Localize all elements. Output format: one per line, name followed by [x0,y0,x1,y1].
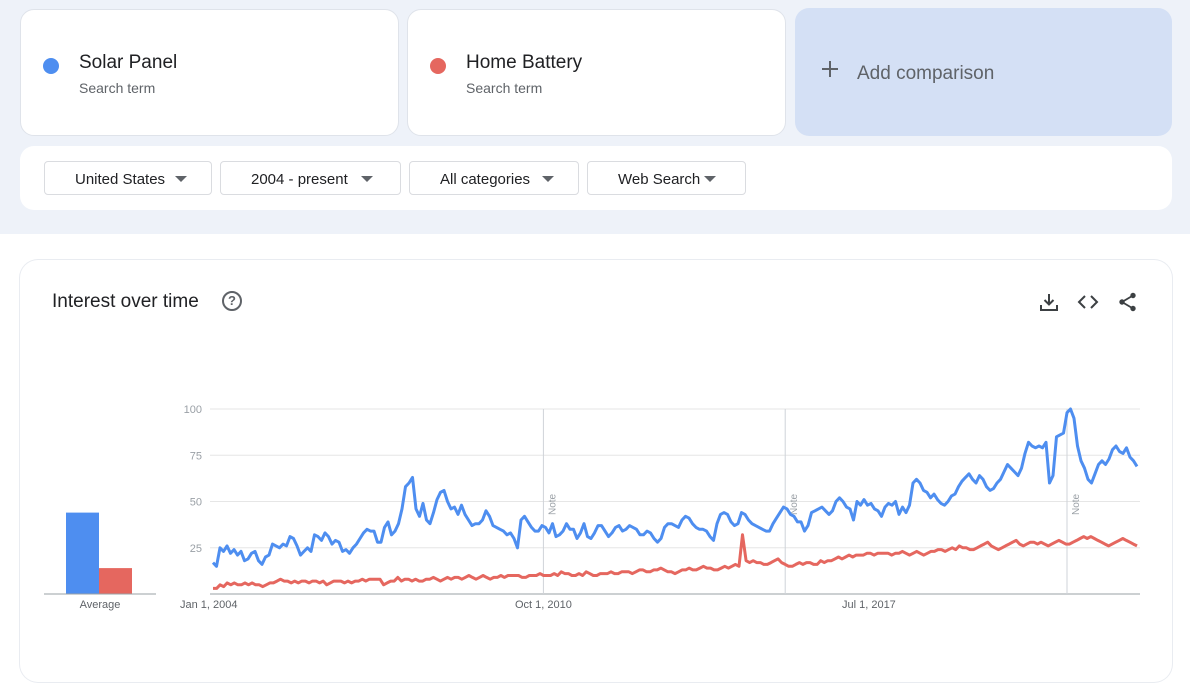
series-color-dot [430,58,446,74]
dropdown-arrow-icon [542,176,554,182]
note-label: Note [547,493,558,515]
help-icon[interactable]: ? [222,291,242,311]
average-bar [66,512,99,594]
time-range-select[interactable]: 2004 - present [220,161,401,195]
chart-lines [211,407,1139,590]
term-subtitle: Search term [79,80,156,96]
y-tick-label: 25 [190,543,202,555]
region-select-value: United States [75,171,166,188]
interest-over-time-panel: Interest over time ? Note Note Note Averag… [20,260,1172,682]
y-tick-label: 100 [184,404,202,416]
interest-chart: Note Note Note Average 25 50 75 100 Jan 1, 200… [44,404,1140,611]
series-line [211,407,1139,568]
embed-icon[interactable] [1077,291,1099,313]
time-range-select-value: 2004 - present [251,171,348,188]
dropdown-arrow-icon [175,176,187,182]
x-tick-label: Jan 1, 2004 [180,599,238,611]
share-icon[interactable] [1117,291,1139,313]
chart-grid [210,408,1140,595]
term-name: Home Battery [466,52,583,73]
x-tick-label: Jul 1, 2017 [842,599,896,611]
search-type-select[interactable]: Web Search [587,161,746,195]
category-select-value: All categories [440,171,531,188]
search-type-select-value: Web Search [618,171,701,188]
category-select[interactable]: All categories [409,161,579,195]
dropdown-arrow-icon [361,176,373,182]
note-label: Note [789,493,800,515]
y-tick-label: 50 [190,497,202,509]
add-comparison-button[interactable]: Add comparison [795,8,1172,136]
average-label: Average [80,599,121,611]
series-color-dot [43,58,59,74]
average-bar [99,568,132,594]
term-name: Solar Panel [79,52,178,73]
note-label: Note [1071,493,1082,515]
series-line [213,533,1138,590]
region-select[interactable]: United States [44,161,212,195]
term-card-solar-panel[interactable]: Solar Panel Search term [20,9,399,136]
term-subtitle: Search term [466,80,543,96]
panel-title: Interest over time [52,291,199,312]
chart-labels: 25 50 75 100 Jan 1, 2004 Oct 1, 2010 Jul 1, 20… [180,404,896,611]
add-comparison-label: Add comparison [857,63,995,84]
x-tick-label: Oct 1, 2010 [515,599,572,611]
term-card-home-battery[interactable]: Home Battery Search term [407,9,786,136]
dropdown-arrow-icon [704,176,716,182]
download-icon[interactable] [1038,291,1060,313]
plus-icon [821,60,839,78]
average-bars: Average [44,512,156,611]
filter-bar: United States 2004 - present All categor… [20,146,1172,210]
y-tick-label: 75 [190,450,202,462]
